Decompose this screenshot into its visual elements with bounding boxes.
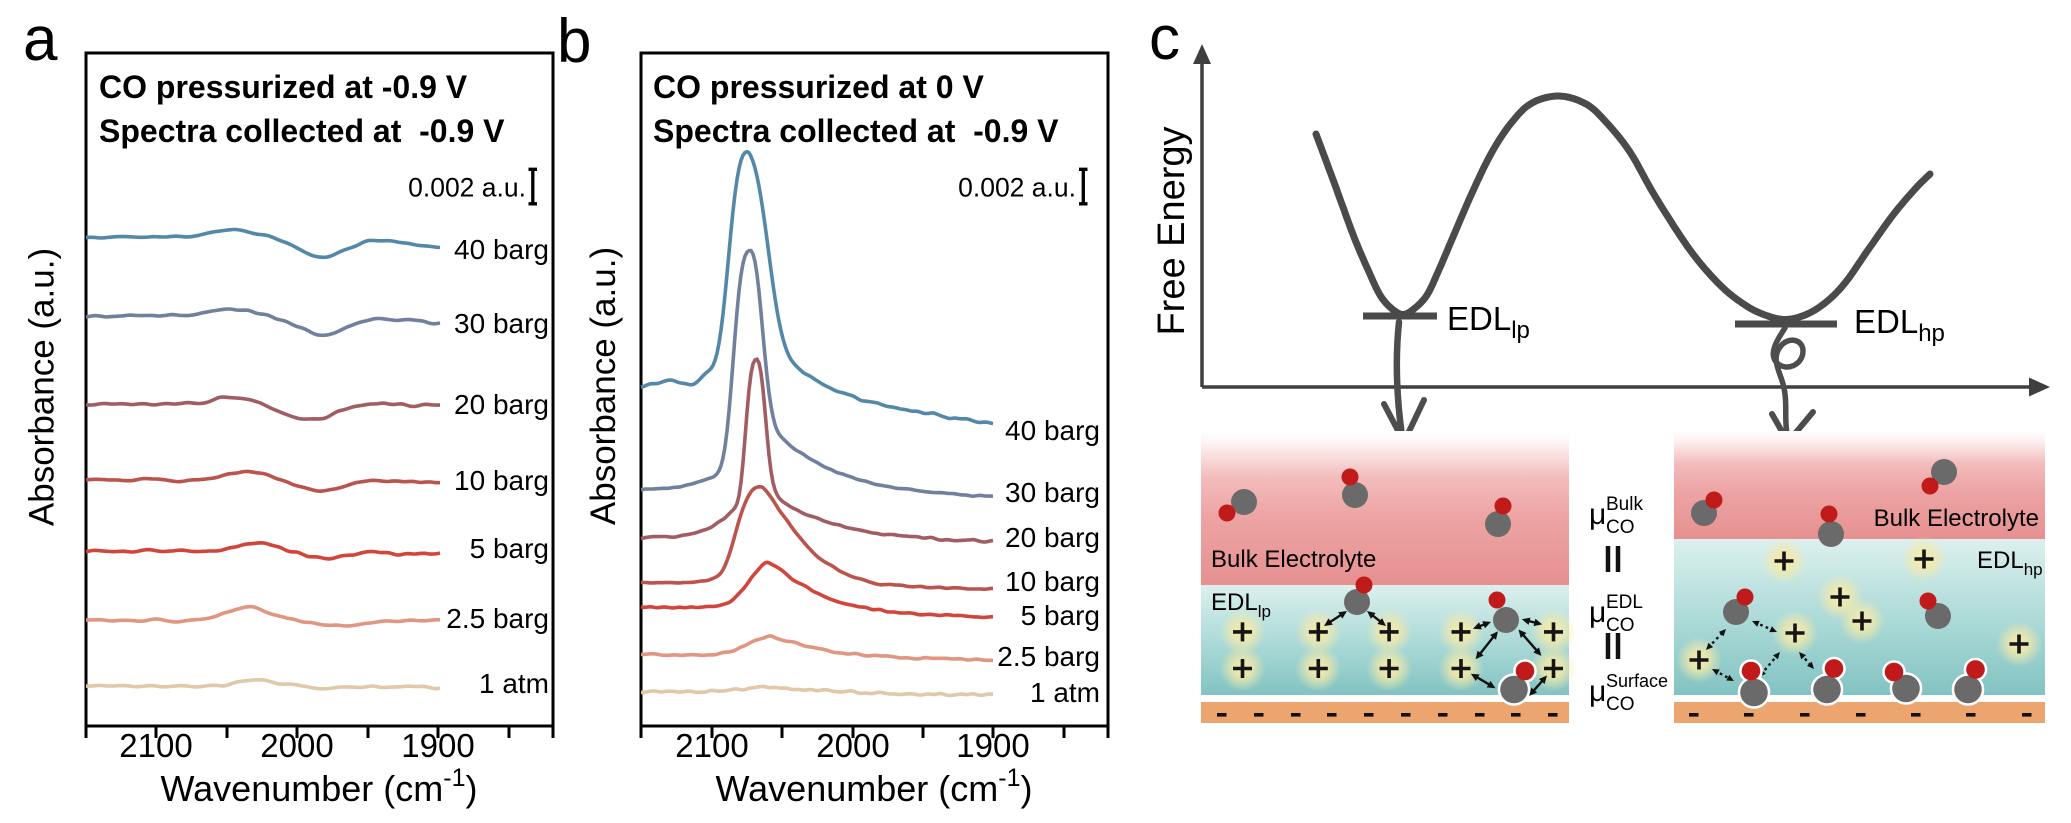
svg-text:EDL: EDL [1606, 592, 1643, 613]
svg-text:EDLhp: EDLhp [1977, 547, 2043, 579]
svg-text:30 barg: 30 barg [1005, 477, 1100, 508]
svg-text:Absorbance (a.u.): Absorbance (a.u.) [23, 248, 62, 526]
svg-text:CO pressurized at 0 V: CO pressurized at 0 V [653, 69, 984, 105]
svg-text:μ: μ [1589, 498, 1606, 531]
svg-text:a: a [23, 5, 58, 74]
svg-text:0.002 a.u.: 0.002 a.u. [408, 173, 526, 203]
svg-text:40 barg: 40 barg [1005, 415, 1100, 446]
svg-text:c: c [1149, 4, 1180, 73]
svg-text:2.5 barg: 2.5 barg [446, 603, 549, 634]
svg-text:2000: 2000 [816, 727, 889, 764]
svg-text:EDLlp: EDLlp [1447, 300, 1530, 344]
svg-text:40 barg: 40 barg [454, 234, 549, 265]
svg-text:2100: 2100 [675, 727, 748, 764]
svg-text:0.002 a.u.: 0.002 a.u. [958, 173, 1076, 203]
svg-text:Free Energy: Free Energy [1151, 126, 1193, 335]
svg-text:Wavenumber (cm-1): Wavenumber (cm-1) [716, 764, 1033, 809]
svg-text:Absorbance (a.u.): Absorbance (a.u.) [584, 247, 623, 525]
svg-text:2000: 2000 [260, 727, 333, 764]
svg-text:2.5 barg: 2.5 barg [997, 641, 1100, 672]
svg-text:10 barg: 10 barg [454, 465, 549, 496]
svg-text:30 barg: 30 barg [454, 308, 549, 339]
svg-text:1 atm: 1 atm [479, 668, 549, 699]
svg-text:20 barg: 20 barg [1005, 522, 1100, 553]
svg-text:CO: CO [1606, 615, 1635, 636]
svg-text:Bulk Electrolyte: Bulk Electrolyte [1211, 546, 1376, 573]
svg-text:Surface: Surface [1606, 671, 1668, 691]
svg-text:Spectra collected at -0.9 V: Spectra collected at -0.9 V [99, 113, 505, 149]
svg-text:Wavenumber (cm-1): Wavenumber (cm-1) [161, 764, 478, 809]
svg-text:1900: 1900 [956, 727, 1029, 764]
svg-text:20 barg: 20 barg [454, 389, 549, 420]
svg-text:b: b [557, 7, 591, 76]
svg-text:CO: CO [1606, 517, 1635, 538]
svg-text:CO: CO [1606, 694, 1635, 715]
svg-text:5 barg: 5 barg [470, 533, 549, 564]
svg-text:5 barg: 5 barg [1021, 600, 1100, 631]
svg-text:1900: 1900 [401, 727, 474, 764]
svg-text:10 barg: 10 barg [1005, 566, 1100, 597]
svg-text:CO pressurized at -0.9 V: CO pressurized at -0.9 V [99, 69, 468, 105]
svg-text:1 atm: 1 atm [1030, 677, 1100, 708]
svg-text:Spectra collected at -0.9 V: Spectra collected at -0.9 V [653, 113, 1059, 149]
svg-text:μ: μ [1589, 675, 1606, 708]
svg-text:μ: μ [1589, 596, 1606, 629]
svg-text:Bulk: Bulk [1606, 494, 1643, 515]
svg-text:Bulk Electrolyte: Bulk Electrolyte [1874, 505, 2039, 532]
svg-text:2100: 2100 [119, 727, 192, 764]
